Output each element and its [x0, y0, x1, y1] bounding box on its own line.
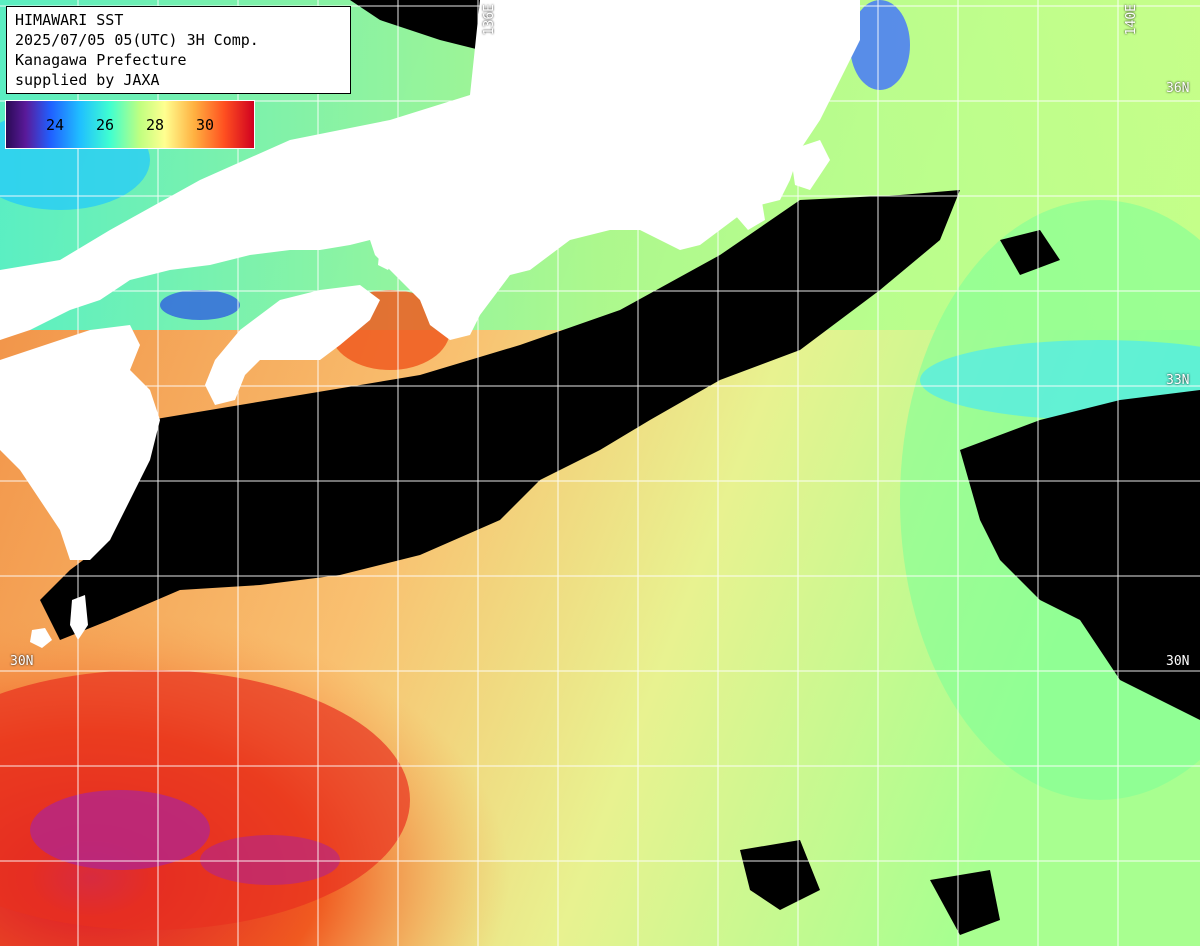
land-kyushu	[0, 325, 160, 560]
legend-label-24: 24	[46, 116, 65, 134]
land-shikoku	[205, 285, 380, 405]
cloud-small-3	[1000, 230, 1060, 275]
cloud-right	[960, 390, 1200, 720]
cloud-small-1	[740, 840, 820, 910]
land-island-1	[30, 628, 52, 648]
color-scale-legend: 24 26 28 30	[5, 100, 255, 149]
lon-label-136e: 136E	[482, 4, 497, 36]
land-island-2	[70, 595, 88, 640]
land	[0, 0, 860, 648]
title-line-2: 2025/07/05 05(UTC) 3H Comp.	[15, 31, 259, 49]
sea-inland-blue	[160, 290, 240, 320]
lat-label-33n: 33N	[1166, 373, 1190, 388]
land-awaji	[378, 232, 400, 270]
lat-label-30n-right: 30N	[1166, 654, 1190, 669]
legend-label-28: 28	[146, 116, 165, 134]
land-izu	[730, 190, 765, 230]
cloud-main-band	[40, 190, 960, 640]
lat-label-30n-left: 30N	[10, 654, 34, 669]
legend-label-26: 26	[96, 116, 115, 134]
land-boso	[790, 140, 830, 190]
legend-label-30: 30	[196, 116, 215, 134]
title-line-4: supplied by JAXA	[15, 71, 160, 89]
cloud-small-2	[930, 870, 1000, 935]
title-line-1: HIMAWARI SST	[15, 11, 124, 29]
land-honshu	[0, 0, 860, 340]
lon-label-140e: 140E	[1124, 4, 1139, 36]
title-line-3: Kanagawa Prefecture	[15, 51, 187, 69]
sea-magenta-core-2	[200, 835, 340, 885]
lat-label-36n: 36N	[1166, 81, 1190, 96]
sea-top-right-blue	[850, 0, 910, 90]
title-box: HIMAWARI SST 2025/07/05 05(UTC) 3H Comp.…	[6, 6, 351, 94]
sea-magenta-core	[30, 790, 210, 870]
